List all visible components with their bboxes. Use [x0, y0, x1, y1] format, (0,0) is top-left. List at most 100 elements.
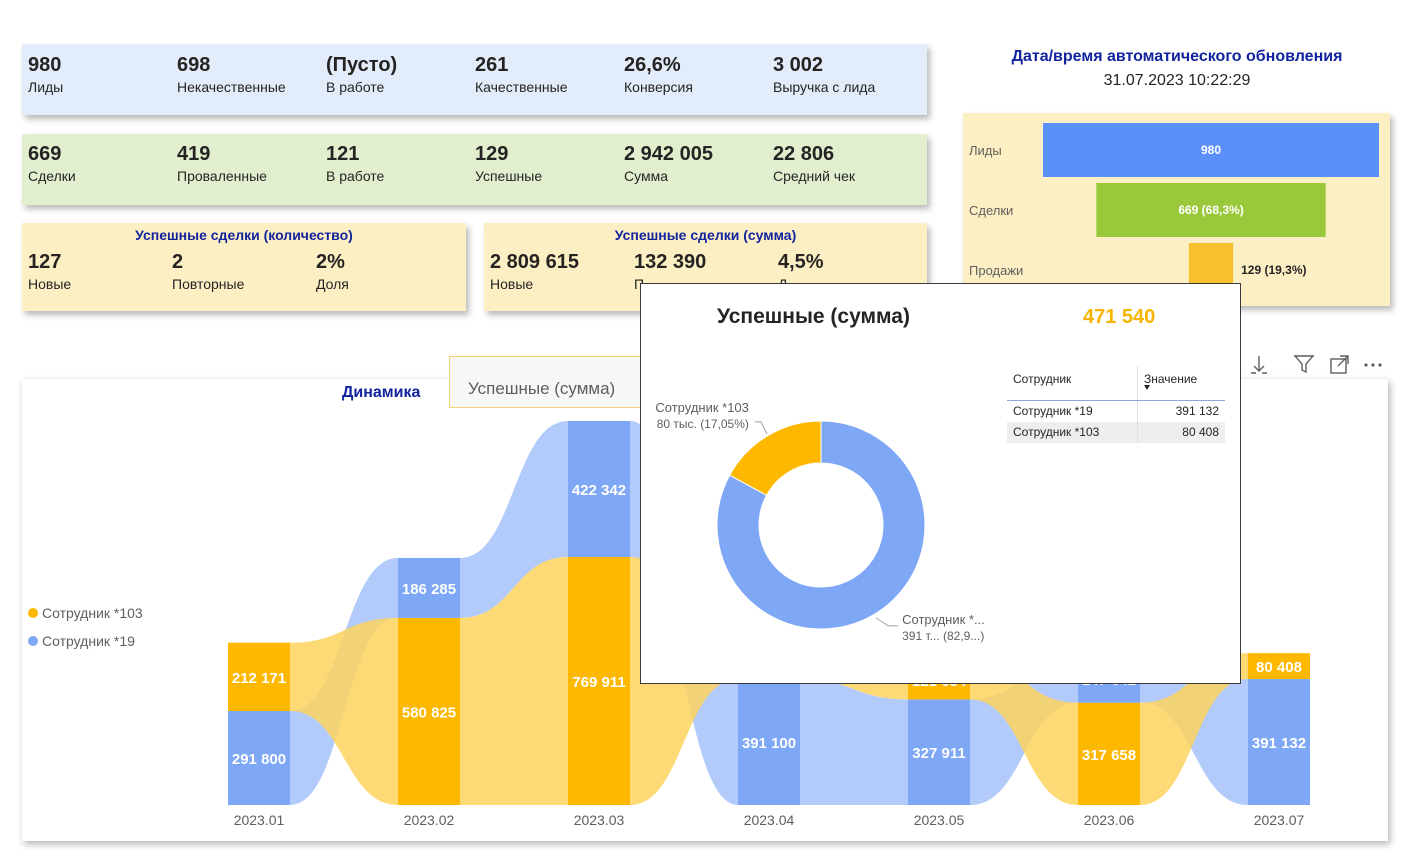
legend-item[interactable]: Сотрудник *19	[28, 627, 143, 655]
bar-103-2023.02	[398, 617, 460, 805]
measure-selector[interactable]: Успешные (сумма)	[449, 356, 649, 408]
donut-label-19-value: 391 т... (82,9...)	[902, 629, 984, 643]
success-count-kpi-label: Повторные	[172, 276, 245, 292]
leads-kpi-label: В работе	[326, 79, 385, 95]
dynamics-title: Динамика	[342, 384, 421, 401]
deals-kpi-value: 22 806	[773, 143, 835, 165]
donut-leader-line	[875, 617, 899, 627]
ribbon-103-4	[970, 660, 1078, 805]
filter-icon[interactable]	[1293, 353, 1315, 375]
leads-kpi-4: 26,6% Конверсия	[624, 54, 693, 95]
x-tick-label: 2023.03	[574, 812, 625, 828]
funnel-category-1: Сделки	[969, 203, 1013, 218]
bar-19-2023.03	[568, 421, 630, 558]
leads-kpi-card: 980 Лиды 698 Некачественные (Пусто) В работе 2…	[22, 44, 927, 115]
data-label-19: 391 132	[1252, 735, 1306, 752]
deals-kpi-card: 669 Сделки 419 Проваленные 121 В работе 129 Усп…	[22, 134, 927, 205]
leads-kpi-1: 698 Некачественные	[177, 54, 286, 95]
tooltip-table-cell: 391 132	[1137, 401, 1225, 422]
leads-kpi-label: Конверсия	[624, 79, 693, 95]
leads-kpi-value: 698	[177, 54, 211, 76]
leads-kpi-value: (Пусто)	[326, 54, 398, 76]
success-sum-kpi-value: 132 390	[634, 251, 707, 273]
deals-kpi-1: 419 Проваленные	[177, 143, 267, 184]
ribbon-19-3	[800, 679, 908, 805]
bar-19-2023.04	[738, 679, 800, 805]
tooltip-table: Сотрудник Значение Сотрудник *19 391 132 Сот…	[1007, 366, 1225, 443]
update-title: Дата/время автоматического обновления	[1011, 48, 1343, 65]
success-sum-kpi-0: 2 809 615 Новые	[490, 251, 579, 292]
legend-item[interactable]: Сотрудник *103	[28, 599, 143, 627]
leads-kpi-label: Качественные	[475, 79, 568, 95]
deals-kpi-value: 2 942 005	[624, 143, 713, 165]
leads-kpi-label: Некачественные	[177, 79, 286, 95]
funnel-chart[interactable]: Лиды 980 Сделки 669 (68,3%) Продажи 129 (19,3…	[963, 113, 1390, 306]
bar-103-2023.06	[1078, 702, 1140, 805]
success-count-kpi-value: 127	[28, 251, 62, 273]
leads-kpi-5: 3 002 Выручка с лида	[773, 54, 875, 95]
deals-kpi-label: Успешные	[475, 168, 543, 184]
leads-kpi-3: 261 Качественные	[475, 54, 568, 95]
x-tick-label: 2023.04	[744, 812, 795, 828]
success-count-kpi-1: 2 Повторные	[172, 251, 244, 292]
success-count-kpi-label: Доля	[316, 276, 349, 292]
x-tick-label: 2023.02	[404, 812, 455, 828]
data-label-103: 80 408	[1256, 659, 1302, 676]
success-count-card: Успешные сделки (количество) 127 Новые 2 По…	[22, 223, 466, 311]
donut-label-19-name: Сотрудник *...	[902, 612, 985, 627]
success-sum-kpi-label: П	[634, 276, 706, 292]
x-tick-label: 2023.05	[914, 812, 965, 828]
tooltip-table-header-cell[interactable]: Сотрудник	[1013, 372, 1072, 386]
data-label-103: 769 911	[572, 674, 625, 691]
bar-19-2023.02	[398, 557, 460, 618]
bar-103-2023.01	[228, 642, 290, 712]
funnel-category-2: Продажи	[969, 263, 1023, 278]
deals-kpi-2: 121 В работе	[326, 143, 384, 184]
tooltip-total: 471 540	[1083, 306, 1156, 328]
success-count-title: Успешные сделки (количество)	[135, 227, 353, 243]
tooltip-table-header-cell[interactable]: Значение	[1137, 366, 1225, 400]
ribbon-19-1	[460, 421, 568, 618]
donut-leader-line	[754, 421, 768, 435]
data-label-103: 317 658	[1082, 747, 1136, 764]
success-sum-kpi-value: 4,5%	[778, 251, 824, 273]
funnel-bar-0	[1043, 123, 1379, 177]
data-label-19: 327 911	[912, 745, 965, 762]
legend-label: Сотрудник *19	[42, 633, 135, 649]
dynamics-legend: Сотрудник *103 Сотрудник *19	[28, 599, 143, 655]
ribbon-103-0	[290, 617, 398, 805]
ribbon-103-1	[460, 557, 568, 805]
success-count-kpi-value: 2	[172, 251, 184, 273]
leads-kpi-value: 261	[475, 54, 509, 76]
funnel-card: Лиды 980 Сделки 669 (68,3%) Продажи 129 (19,3…	[963, 113, 1390, 306]
donut-label-103-name: Сотрудник *103	[655, 400, 749, 415]
focus-mode-icon[interactable]	[1328, 354, 1350, 376]
tooltip-title: Успешные (сумма)	[717, 305, 910, 328]
data-label-103: 580 825	[402, 704, 456, 721]
donut-slice-0	[716, 420, 926, 630]
tooltip-table-row: Сотрудник *103 80 408	[1007, 422, 1225, 443]
success-count-kpi-value: 2%	[316, 251, 345, 273]
bar-103-2023.03	[568, 557, 630, 805]
legend-dot-icon	[28, 636, 38, 646]
deals-kpi-label: В работе	[326, 168, 385, 184]
measure-selector-value: Успешные (сумма)	[468, 379, 616, 398]
drill-down-icon[interactable]	[1248, 354, 1270, 376]
deals-kpi-5: 22 806 Средний чек	[773, 143, 855, 184]
bar-19-2023.01	[228, 711, 290, 805]
data-label-19: 391 100	[742, 735, 796, 752]
tooltip-panel: Успешные (сумма) 471 540 Сотрудник *... 3…	[640, 283, 1241, 684]
tooltip-donut-chart: Сотрудник *... 391 т... (82,9...) Сотрудни…	[655, 400, 985, 643]
leads-kpi-0: 980 Лиды	[28, 54, 63, 95]
deals-kpi-label: Сделки	[28, 168, 76, 184]
donut-label-103-value: 80 тыс. (17,05%)	[657, 417, 749, 431]
deals-kpi-value: 121	[326, 143, 360, 165]
deals-kpi-value: 129	[475, 143, 509, 165]
funnel-bar-1	[1096, 183, 1326, 237]
legend-dot-icon	[28, 608, 38, 618]
more-options-icon[interactable]	[1362, 354, 1384, 376]
leads-kpi-2: (Пусто) В работе	[326, 54, 397, 95]
success-count-kpi-2: 2% Доля	[316, 251, 349, 292]
data-label-19: 291 800	[232, 751, 286, 768]
data-label-19: 186 285	[402, 581, 456, 598]
